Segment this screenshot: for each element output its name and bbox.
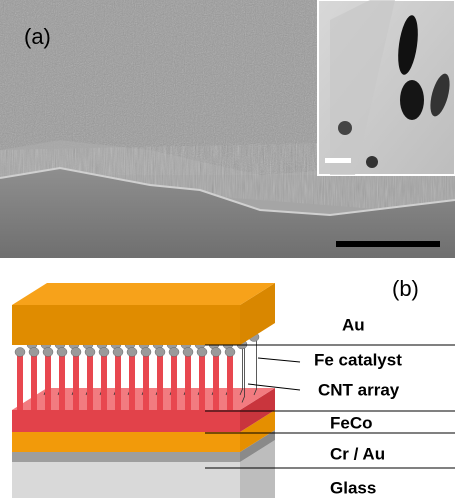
sem-image (0, 0, 455, 258)
nanotube (171, 352, 177, 410)
catalyst-particle (57, 348, 67, 357)
layer-label: CNT array (318, 380, 400, 399)
nanotube (143, 352, 149, 410)
catalyst-particle (211, 348, 221, 357)
catalyst-particle (225, 348, 235, 357)
nanotube-line (254, 335, 257, 395)
catalyst-particle (183, 348, 193, 357)
nanotube (87, 352, 93, 410)
layer-label: Fe catalyst (314, 350, 402, 369)
nanotube (17, 352, 23, 410)
nanotube (129, 352, 135, 410)
catalyst-particle (155, 348, 165, 357)
catalyst-particle (29, 348, 39, 357)
catalyst-particle (99, 348, 109, 357)
nanotube (185, 352, 191, 410)
catalyst-particle (43, 348, 53, 357)
catalyst-particle (169, 348, 179, 357)
nanotube (31, 352, 37, 410)
catalyst-particle (141, 348, 151, 357)
nanotube (101, 352, 107, 410)
catalyst-particle (197, 348, 207, 357)
figure: (a) (b) Au Fe catalyst CNT array FeCo Cr… (0, 0, 455, 498)
nanotube (59, 352, 65, 410)
nanotube (45, 352, 51, 410)
nanotube (115, 352, 121, 410)
catalyst-particle (127, 348, 137, 357)
layer-label: Glass (330, 478, 376, 497)
nanotube (199, 352, 205, 410)
catalyst-particle (113, 348, 123, 357)
catalyst-particle (71, 348, 81, 357)
nanotube (227, 352, 233, 410)
layer-label: Au (342, 315, 365, 334)
layer-label: FeCo (330, 413, 373, 432)
catalyst-particle (15, 348, 25, 357)
panel-label: (b) (392, 276, 419, 301)
panel-label: (a) (24, 24, 51, 49)
layer-label: Cr / Au (330, 444, 385, 463)
nanotube (73, 352, 79, 410)
catalyst-particle (85, 348, 95, 357)
nanotube (213, 352, 219, 410)
nanotube (157, 352, 163, 410)
device-schematic (12, 283, 275, 498)
